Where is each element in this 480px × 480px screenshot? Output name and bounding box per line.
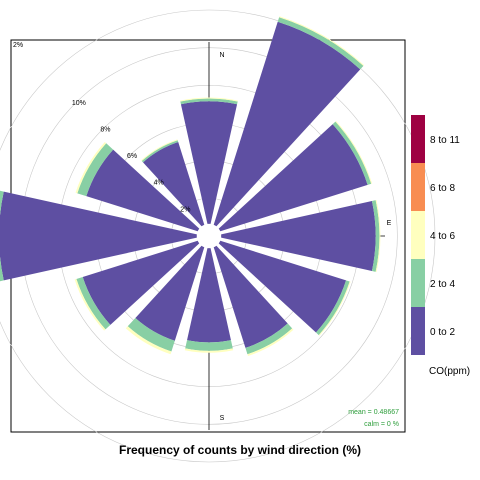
wedge-180-4-to-6	[184, 348, 234, 353]
legend-swatch	[411, 115, 425, 163]
wedge-330-4-to-6	[141, 139, 178, 161]
corner-tick-label: 2%	[13, 42, 23, 49]
stat-mean: mean = 0.48667	[348, 409, 399, 416]
wedge-240-2-to-4	[76, 276, 111, 330]
wedge-210-0-to-2	[135, 245, 205, 341]
legend-swatch	[411, 307, 425, 355]
legend: 8 to 11 6 to 8 4 to 6 2 to 4 0 to 2	[411, 115, 460, 355]
chart-title: Frequency of counts by wind direction (%…	[119, 443, 361, 457]
wedge-150-4-to-6	[247, 328, 294, 357]
wedge-210-2-to-4	[127, 317, 175, 352]
wedge-180-2-to-4	[185, 340, 233, 351]
wedge-180-0-to-2	[187, 248, 231, 343]
legend-label: 4 to 6	[430, 231, 455, 242]
legend-label: 6 to 8	[430, 183, 455, 194]
wedge-330-2-to-4	[141, 140, 179, 163]
wedge-330-0-to-2	[143, 142, 205, 227]
wedge-210-4-to-6	[125, 326, 172, 355]
wedge-300-0-to-2	[86, 149, 200, 232]
wedge-60-0-to-2	[218, 124, 368, 232]
wedge-30-2-to-4	[277, 17, 364, 70]
legend-label: 8 to 11	[430, 135, 460, 146]
legend-label: 2 to 4	[430, 279, 455, 290]
stat-calm: calm = 0 %	[364, 421, 399, 428]
wedge-240-4-to-6	[74, 278, 106, 331]
wedge-60-2-to-4	[332, 121, 372, 185]
wedge-300-4-to-6	[75, 142, 107, 194]
wedge-90-2-to-4	[371, 200, 380, 272]
radial-tick-label: 10%	[72, 100, 86, 107]
wedge-0-4-to-6	[180, 97, 238, 102]
wedge-240-0-to-2	[82, 240, 200, 325]
wedge-0-0-to-2	[180, 101, 238, 224]
wedge-150-2-to-4	[245, 323, 293, 355]
radial-tick-label: 6%	[127, 153, 137, 160]
radial-tick-label: 4%	[154, 180, 164, 187]
legend-swatch	[411, 259, 425, 307]
legend-swatch	[411, 163, 425, 211]
wedge-270-2-to-4	[0, 190, 4, 282]
radial-tick-labels: 2% 4% 6% 8% 10%	[72, 100, 191, 214]
wedge-120-2-to-4	[315, 280, 350, 336]
wedge-120-0-to-2	[218, 240, 347, 333]
wedges	[0, 16, 381, 357]
compass-south: S	[220, 415, 225, 422]
radial-tick-label: 2%	[180, 206, 190, 213]
wedge-30-0-to-2	[213, 21, 361, 227]
wedge-90-0-to-2	[221, 200, 376, 272]
radial-tick-label: 8%	[100, 126, 110, 133]
wedge-0-2-to-4	[180, 98, 238, 105]
wedge-300-2-to-4	[77, 143, 114, 197]
compass-north: N	[219, 52, 224, 59]
compass-east: E	[387, 220, 392, 227]
wedge-150-0-to-2	[213, 245, 288, 348]
grid-circle	[0, 9, 436, 463]
legend-title: CO(ppm)	[429, 366, 470, 377]
legend-label: 0 to 2	[430, 327, 455, 338]
wedge-90-4-to-6	[375, 199, 381, 273]
legend-swatch	[411, 211, 425, 259]
wedge-270-0-to-2	[0, 191, 197, 281]
